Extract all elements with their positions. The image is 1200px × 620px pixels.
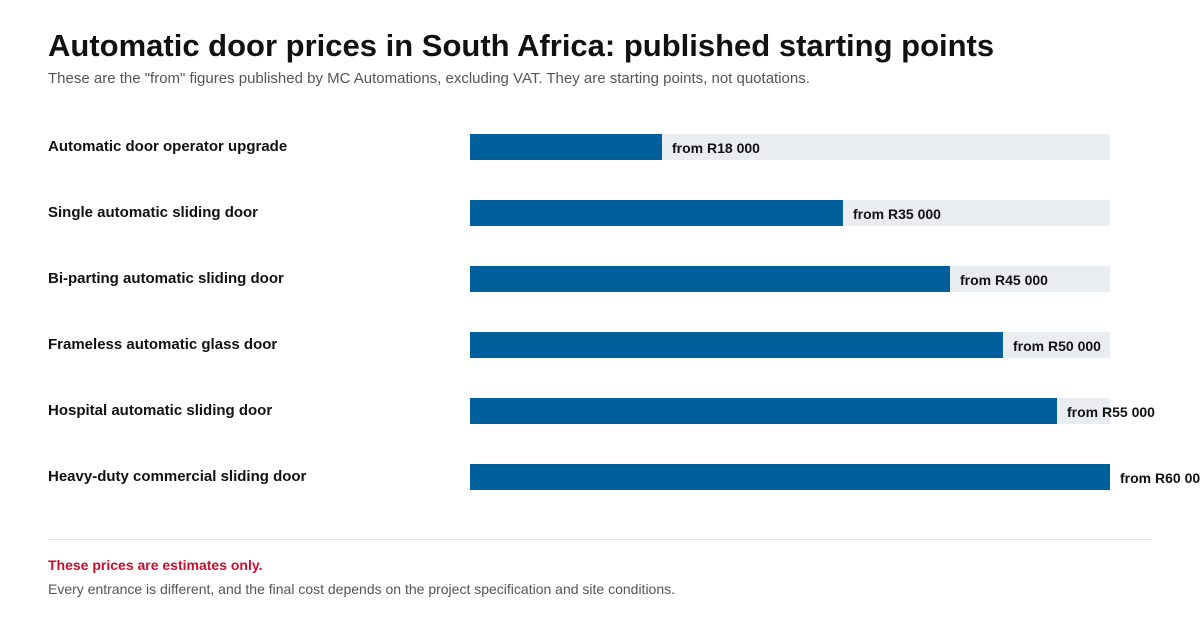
bar-track: from R60 000 [470,464,1200,490]
bar-row: Heavy-duty commercial sliding door from R… [0,464,1200,490]
category-label: Heavy-duty commercial sliding door [48,468,307,485]
bar [470,398,1057,424]
bar [470,134,662,160]
bar-row: Hospital automatic sliding door from R55 … [0,398,1200,424]
bar-track: from R18 000 [470,134,1110,160]
bar-track: from R55 000 [470,398,1155,424]
chart-title: Automatic door prices in South Africa: p… [48,28,995,63]
bar [470,332,1003,358]
bar-value-label: from R55 000 [1067,404,1155,420]
bar-track: from R35 000 [470,200,1110,226]
category-label: Automatic door operator upgrade [48,138,288,155]
bar-value-label: from R45 000 [960,272,1048,288]
category-label: Single automatic sliding door [48,204,259,221]
bar-track: from R50 000 [470,332,1110,358]
category-label: Hospital automatic sliding door [48,402,273,419]
bar-row: Single automatic sliding door from R35 00… [0,200,1200,226]
bar-value-label: from R35 000 [853,206,941,222]
bar-value-label: from R18 000 [672,140,760,156]
estimate-warning: These prices are estimates only. [48,557,263,573]
category-label: Frameless automatic glass door [48,336,278,353]
bar [470,464,1110,490]
estimate-note: Every entrance is different, and the fin… [48,581,676,597]
footer-divider [48,539,1152,540]
bar-row: Automatic door operator upgrade from R18 … [0,134,1200,160]
bar-row: Frameless automatic glass door from R50 0… [0,332,1200,358]
bar [470,200,843,226]
bar [470,266,950,292]
category-label: Bi-parting automatic sliding door [48,270,284,287]
bar-value-label: from R50 000 [1013,338,1101,354]
bar-value-label: from R60 000 [1120,470,1200,486]
chart-subtitle: These are the "from" figures published b… [48,70,810,87]
bar-row: Bi-parting automatic sliding door from R4… [0,266,1200,292]
bar-track: from R45 000 [470,266,1110,292]
